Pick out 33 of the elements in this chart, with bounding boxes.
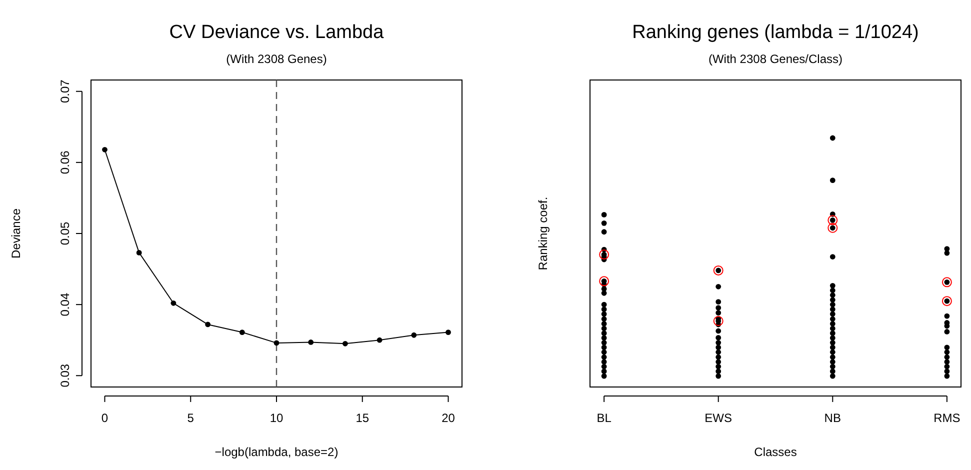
x-tick-label: 0 <box>101 411 108 425</box>
x-tick-label: 15 <box>356 411 370 425</box>
y-axis-title: Deviance <box>9 208 23 259</box>
x-axis-title: Classes <box>754 445 797 459</box>
point <box>136 250 142 256</box>
x-axis-title: −logb(lambda, base=2) <box>214 445 338 459</box>
point <box>274 340 280 346</box>
x-tick-label: 20 <box>442 411 456 425</box>
point <box>376 337 382 343</box>
chart-title: CV Deviance vs. Lambda <box>169 22 384 43</box>
chart-title: Ranking genes (lambda = 1/1024) <box>632 22 919 43</box>
y-axis-title: Ranking coef. <box>536 196 550 270</box>
y-tick-label: 0.05 <box>58 222 72 246</box>
y-tick-label: 0.03 <box>58 364 72 388</box>
x-tick-label: EWS <box>704 411 732 425</box>
point <box>308 340 314 345</box>
point <box>239 330 245 335</box>
y-tick-label: 0.07 <box>58 79 72 104</box>
x-tick-label: 5 <box>187 411 194 425</box>
x-tick-label: BL <box>596 411 612 425</box>
chart-subtitle: (With 2308 Genes) <box>226 52 327 66</box>
point <box>446 330 451 335</box>
x-tick-label: 10 <box>270 411 284 425</box>
y-tick-label: 0.04 <box>58 292 72 316</box>
chart-subtitle: (With 2308 Genes/Class) <box>708 52 843 66</box>
point <box>205 322 210 328</box>
point <box>170 300 176 306</box>
point <box>342 340 348 346</box>
x-tick-label: NB <box>824 411 841 425</box>
x-tick-label: RMS <box>934 411 960 425</box>
y-tick-label: 0.06 <box>58 150 72 174</box>
point <box>411 332 417 338</box>
point <box>102 146 108 152</box>
